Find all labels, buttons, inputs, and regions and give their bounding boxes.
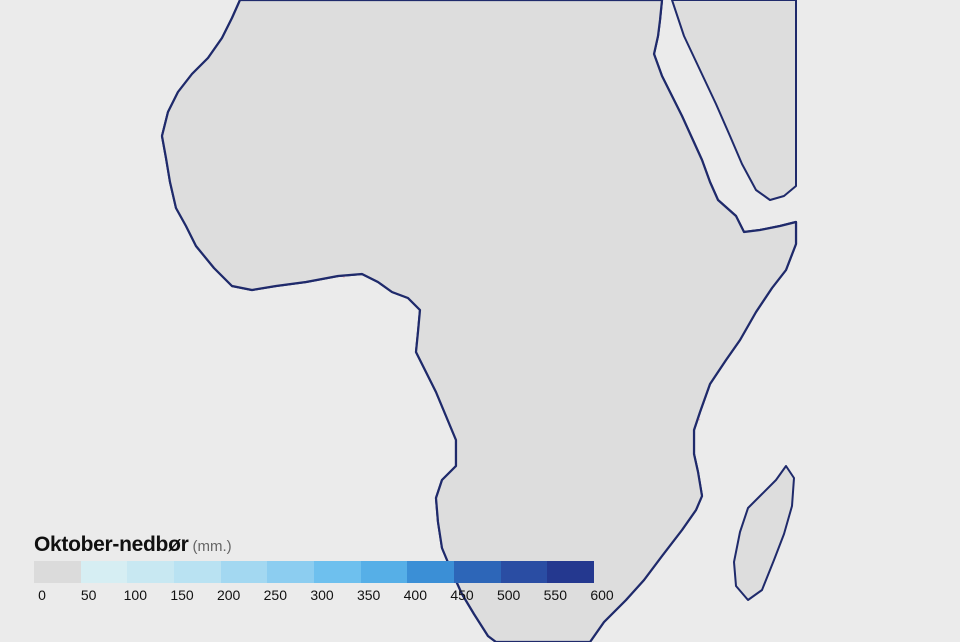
legend-tick-label: 0 <box>38 587 46 603</box>
legend-unit: (mm.) <box>192 538 232 555</box>
legend-swatch <box>360 561 408 583</box>
legend: Oktober-nedbør (mm.) 0 50 100 150 200 250 300 35… <box>34 533 634 633</box>
legend-swatch <box>407 561 454 583</box>
legend-tick-labels: 0 50 100 150 200 250 300 350 400 450 500 550 600 <box>34 587 634 607</box>
legend-tick-label: 550 <box>543 587 568 603</box>
legend-swatch <box>547 561 594 583</box>
legend-swatch <box>267 561 314 583</box>
legend-swatch <box>173 561 221 583</box>
legend-tick-label: 200 <box>216 587 241 603</box>
legend-swatch <box>313 561 361 583</box>
legend-tick-label: 50 <box>80 587 97 603</box>
legend-swatch <box>80 561 128 583</box>
legend-swatch <box>220 561 268 583</box>
legend-swatch <box>34 561 81 583</box>
legend-tick-label: 500 <box>496 587 521 603</box>
legend-tick-label: 150 <box>170 587 194 603</box>
legend-tick-label: 350 <box>356 587 381 603</box>
legend-swatch <box>127 561 174 583</box>
legend-title-text: Oktober-nedbør <box>34 533 189 556</box>
legend-tick-label: 600 <box>590 587 614 603</box>
legend-tick-label: 100 <box>123 587 148 603</box>
arabian-peninsula <box>671 0 797 201</box>
legend-tick-label: 450 <box>450 587 474 603</box>
legend-swatch <box>500 561 548 583</box>
madagascar <box>733 465 795 601</box>
legend-title: Oktober-nedbør (mm.) <box>34 533 232 557</box>
legend-tick-label: 400 <box>403 587 428 603</box>
legend-color-scale <box>34 561 594 583</box>
legend-tick-label: 250 <box>263 587 288 603</box>
legend-swatch <box>453 561 501 583</box>
legend-tick-label: 300 <box>310 587 334 603</box>
